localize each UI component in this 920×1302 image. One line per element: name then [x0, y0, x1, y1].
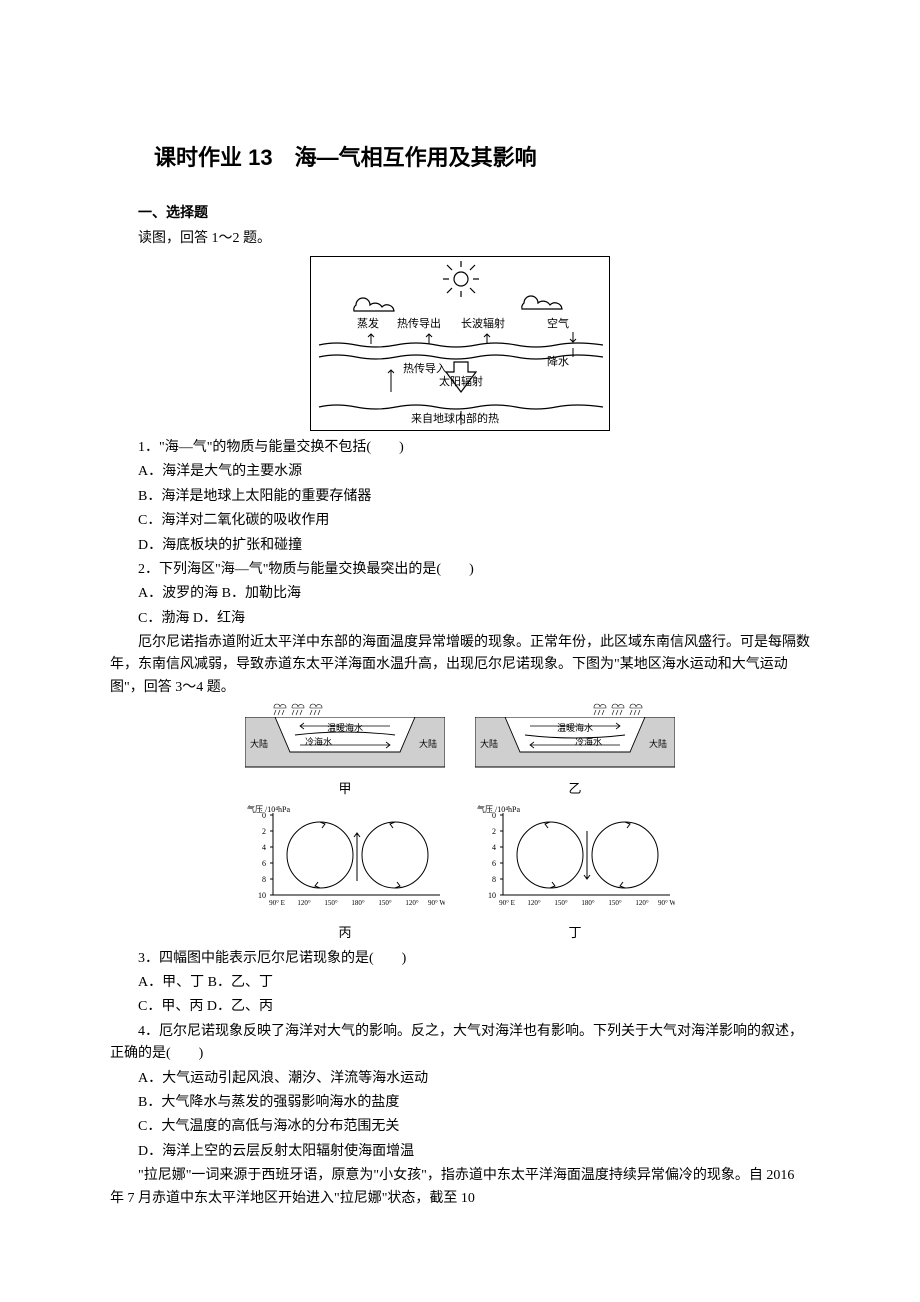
- svg-text:6: 6: [262, 859, 266, 868]
- q4-option-d: D．海洋上空的云层反射太阳辐射使海面增温: [110, 1141, 810, 1163]
- q3-stem: 3．四幅图中能表示厄尔尼诺现象的是( ): [110, 948, 810, 970]
- svg-text:90° E: 90° E: [499, 899, 515, 907]
- svg-text:6: 6: [492, 859, 496, 868]
- svg-text:180°: 180°: [351, 899, 365, 907]
- svg-text:气压 /10⁴hPa: 气压 /10⁴hPa: [477, 804, 520, 814]
- svg-text:150°: 150°: [608, 899, 622, 907]
- q2-option-cd: C．渤海 D．红海: [110, 608, 810, 630]
- fig1-label-taiyang: 太阳辐射: [439, 374, 483, 388]
- fig2-panel-ding: 0 2 4 6 8 10 气压 /10⁴hPa 90° E 120° 150° …: [475, 803, 675, 943]
- svg-text:4: 4: [492, 843, 496, 852]
- q1-option-c: C．海洋对二氧化碳的吸收作用: [110, 510, 810, 532]
- fig2-panel-bing: 0 2 4 6 8 10 气压 /10⁴hPa 90° E 120° 150° …: [245, 803, 445, 943]
- svg-text:2: 2: [492, 827, 496, 836]
- svg-text:8: 8: [492, 875, 496, 884]
- svg-text:90° W: 90° W: [428, 899, 445, 907]
- svg-text:150°: 150°: [378, 899, 392, 907]
- svg-text:冷海水: 冷海水: [305, 736, 332, 747]
- fig1-label-changbo: 长波辐射: [461, 316, 505, 330]
- svg-text:150°: 150°: [554, 899, 568, 907]
- q4-option-c: C．大气温度的高低与海冰的分布范围无关: [110, 1116, 810, 1138]
- svg-text:150°: 150°: [324, 899, 338, 907]
- svg-text:温暖海水: 温暖海水: [557, 722, 593, 733]
- intro-3: "拉尼娜"一词来源于西班牙语，原意为"小女孩"，指赤道中东太平洋海面温度持续异常…: [110, 1165, 810, 1210]
- fig2-panel-jia: 温暖海水 冷海水 大陆 大陆 甲: [245, 703, 445, 799]
- fig1-label-zhengfa: 蒸发: [357, 316, 379, 330]
- fig2-label-jia: 甲: [245, 779, 445, 800]
- q1-option-b: B．海洋是地球上太阳能的重要存储器: [110, 486, 810, 508]
- intro-2: 厄尔尼诺指赤道附近太平洋中东部的海面温度异常增暖的现象。正常年份，此区域东南信风…: [110, 632, 810, 699]
- fig1-label-jiangshui: 降水: [547, 354, 569, 368]
- fig2-label-bing: 丙: [245, 923, 445, 944]
- fig2-label-yi: 乙: [475, 779, 675, 800]
- svg-text:大陆: 大陆: [649, 738, 667, 749]
- svg-text:4: 4: [262, 843, 266, 852]
- q4-option-b: B．大气降水与蒸发的强弱影响海水的盐度: [110, 1092, 810, 1114]
- svg-text:10: 10: [258, 891, 266, 900]
- svg-text:大陆: 大陆: [480, 738, 498, 749]
- q2-stem: 2．下列海区"海—气"物质与能量交换最突出的是( ): [110, 559, 810, 581]
- svg-text:8: 8: [262, 875, 266, 884]
- svg-text:大陆: 大陆: [250, 738, 268, 749]
- svg-text:120°: 120°: [635, 899, 649, 907]
- q3-option-cd: C．甲、丙 D．乙、丙: [110, 996, 810, 1018]
- fig2-panel-yi: 温暖海水 冷海水 大陆 大陆 乙: [475, 703, 675, 799]
- section-heading: 一、选择题: [110, 203, 810, 225]
- svg-text:冷海水: 冷海水: [575, 736, 602, 747]
- svg-text:90° W: 90° W: [658, 899, 675, 907]
- svg-text:气压 /10⁴hPa: 气压 /10⁴hPa: [247, 804, 290, 814]
- figure-2-elnino: 温暖海水 冷海水 大陆 大陆 甲: [245, 703, 675, 943]
- fig1-label-redaoru: 热传导入: [403, 362, 447, 375]
- svg-text:2: 2: [262, 827, 266, 836]
- fig1-label-kongqi: 空气: [547, 316, 569, 330]
- svg-text:120°: 120°: [297, 899, 311, 907]
- fig2-label-ding: 丁: [475, 923, 675, 944]
- q2-option-ab: A．波罗的海 B．加勒比海: [110, 583, 810, 605]
- svg-text:120°: 120°: [527, 899, 541, 907]
- q1-option-a: A．海洋是大气的主要水源: [110, 461, 810, 483]
- q1-option-d: D．海底板块的扩张和碰撞: [110, 535, 810, 557]
- fig1-label-dire: 来自地球内部的热: [411, 411, 499, 425]
- q4-option-a: A．大气运动引起风浪、潮汐、洋流等海水运动: [110, 1068, 810, 1090]
- svg-text:180°: 180°: [581, 899, 595, 907]
- figure-1-sea-air-exchange: 蒸发 热传导出 长波辐射 空气 热传导入 太阳辐射 降水 来自地球内部的热: [310, 256, 610, 431]
- q3-option-ab: A．甲、丁 B．乙、丁: [110, 972, 810, 994]
- page-title: 课时作业 13 海—气相互作用及其影响: [110, 140, 810, 175]
- intro-1: 读图，回答 1～2 题。: [110, 228, 810, 250]
- q1-stem: 1．"海—气"的物质与能量交换不包括( ): [110, 437, 810, 459]
- svg-text:90° E: 90° E: [269, 899, 285, 907]
- svg-text:120°: 120°: [405, 899, 419, 907]
- q4-stem: 4．厄尔尼诺现象反映了海洋对大气的影响。反之，大气对海洋也有影响。下列关于大气对…: [110, 1021, 810, 1066]
- fig1-label-redaodao: 热传导出: [397, 316, 441, 330]
- svg-text:温暖海水: 温暖海水: [327, 722, 363, 733]
- svg-text:10: 10: [488, 891, 496, 900]
- svg-text:大陆: 大陆: [419, 738, 437, 749]
